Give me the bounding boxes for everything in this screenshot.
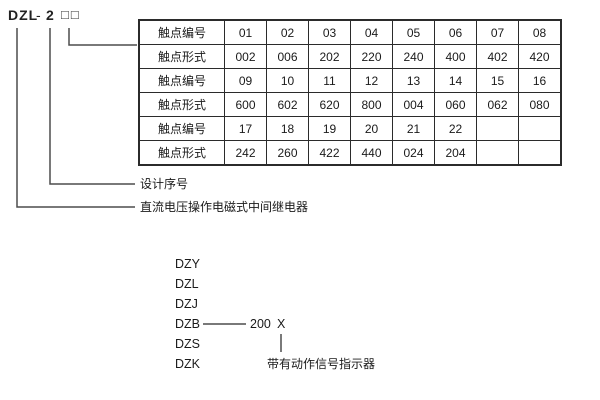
table-cell: 02 [266, 19, 309, 45]
model-code-separator: - [36, 7, 42, 23]
table-cell: 08 [518, 19, 562, 45]
table-cell [518, 140, 562, 166]
table-cell: 21 [392, 116, 435, 141]
row-header-cell: 触点编号 [138, 68, 225, 93]
variant-note-label: 带有动作信号指示器 [267, 357, 376, 371]
table-cell: 18 [266, 116, 309, 141]
table-cell: 402 [476, 44, 519, 69]
leader-line-design-serial [49, 28, 135, 185]
table-cell: 17 [224, 116, 267, 141]
table-cell: 422 [308, 140, 351, 166]
table-cell: 01 [224, 19, 267, 45]
table-cell: 204 [434, 140, 477, 166]
design-serial-label: 设计序号 [140, 177, 189, 191]
table-cell [476, 116, 519, 141]
table-row: 触点编号 17 18 19 20 21 22 [138, 116, 562, 141]
series-type-list: DZY DZL DZJ DZB DZS DZK [175, 254, 200, 374]
table-cell: 260 [266, 140, 309, 166]
table-cell: 11 [308, 68, 351, 93]
table-cell: 024 [392, 140, 435, 166]
table-cell: 07 [476, 19, 519, 45]
leader-line-contact-code [68, 28, 137, 46]
row-header-cell: 触点形式 [138, 92, 225, 117]
table-cell: 20 [350, 116, 393, 141]
table-cell: 620 [308, 92, 351, 117]
series-item-dzl: DZL [175, 277, 199, 291]
table-row: 触点编号 09 10 11 12 13 14 15 16 [138, 68, 562, 93]
table-cell: 15 [476, 68, 519, 93]
table-row: 触点形式 002 006 202 220 240 400 402 420 [138, 44, 562, 69]
table-cell: 06 [434, 19, 477, 45]
table-cell: 05 [392, 19, 435, 45]
table-cell [476, 140, 519, 166]
table-cell: 12 [350, 68, 393, 93]
table-row: 触点编号 01 02 03 04 05 06 07 08 [138, 19, 562, 45]
series-item-dzb: DZB [175, 317, 200, 331]
model-code-prefix: DZL [8, 7, 39, 23]
table-cell: 002 [224, 44, 267, 69]
row-header-cell: 触点编号 [138, 116, 225, 141]
table-cell: 202 [308, 44, 351, 69]
table-cell: 004 [392, 92, 435, 117]
row-header-cell: 触点编号 [138, 19, 225, 45]
model-code-series: 2 [46, 7, 55, 23]
table-cell: 600 [224, 92, 267, 117]
table-cell: 19 [308, 116, 351, 141]
series-item-dzs: DZS [175, 337, 200, 351]
row-header-cell: 触点形式 [138, 44, 225, 69]
table-cell: 060 [434, 92, 477, 117]
table-cell: 400 [434, 44, 477, 69]
table-cell [518, 116, 562, 141]
table-cell: 006 [266, 44, 309, 69]
table-cell: 062 [476, 92, 519, 117]
table-cell: 240 [392, 44, 435, 69]
table-cell: 04 [350, 19, 393, 45]
table-cell: 22 [434, 116, 477, 141]
leader-line-relay-description [16, 28, 135, 208]
table-row: 触点形式 242 260 422 440 024 204 [138, 140, 562, 166]
table-cell: 16 [518, 68, 562, 93]
table-cell: 220 [350, 44, 393, 69]
table-cell: 10 [266, 68, 309, 93]
contact-code-table: 触点编号 01 02 03 04 05 06 07 08 触点形式 002 00… [138, 19, 562, 166]
table-cell: 242 [224, 140, 267, 166]
table-cell: 800 [350, 92, 393, 117]
table-cell: 080 [518, 92, 562, 117]
table-row: 触点形式 600 602 620 800 004 060 062 080 [138, 92, 562, 117]
table-cell: 09 [224, 68, 267, 93]
relay-description-label: 直流电压操作电磁式中间继电器 [140, 200, 309, 214]
table-cell: 03 [308, 19, 351, 45]
series-item-dzy: DZY [175, 257, 200, 271]
table-cell: 13 [392, 68, 435, 93]
table-cell: 440 [350, 140, 393, 166]
model-code-placeholder-boxes: □□ [61, 7, 81, 22]
series-item-dzj: DZJ [175, 297, 198, 311]
table-cell: 14 [434, 68, 477, 93]
table-cell: 602 [266, 92, 309, 117]
table-cell: 420 [518, 44, 562, 69]
series-model-number: 200 [250, 317, 271, 331]
variant-letter: X [277, 317, 286, 331]
row-header-cell: 触点形式 [138, 140, 225, 166]
series-item-dzk: DZK [175, 357, 200, 371]
